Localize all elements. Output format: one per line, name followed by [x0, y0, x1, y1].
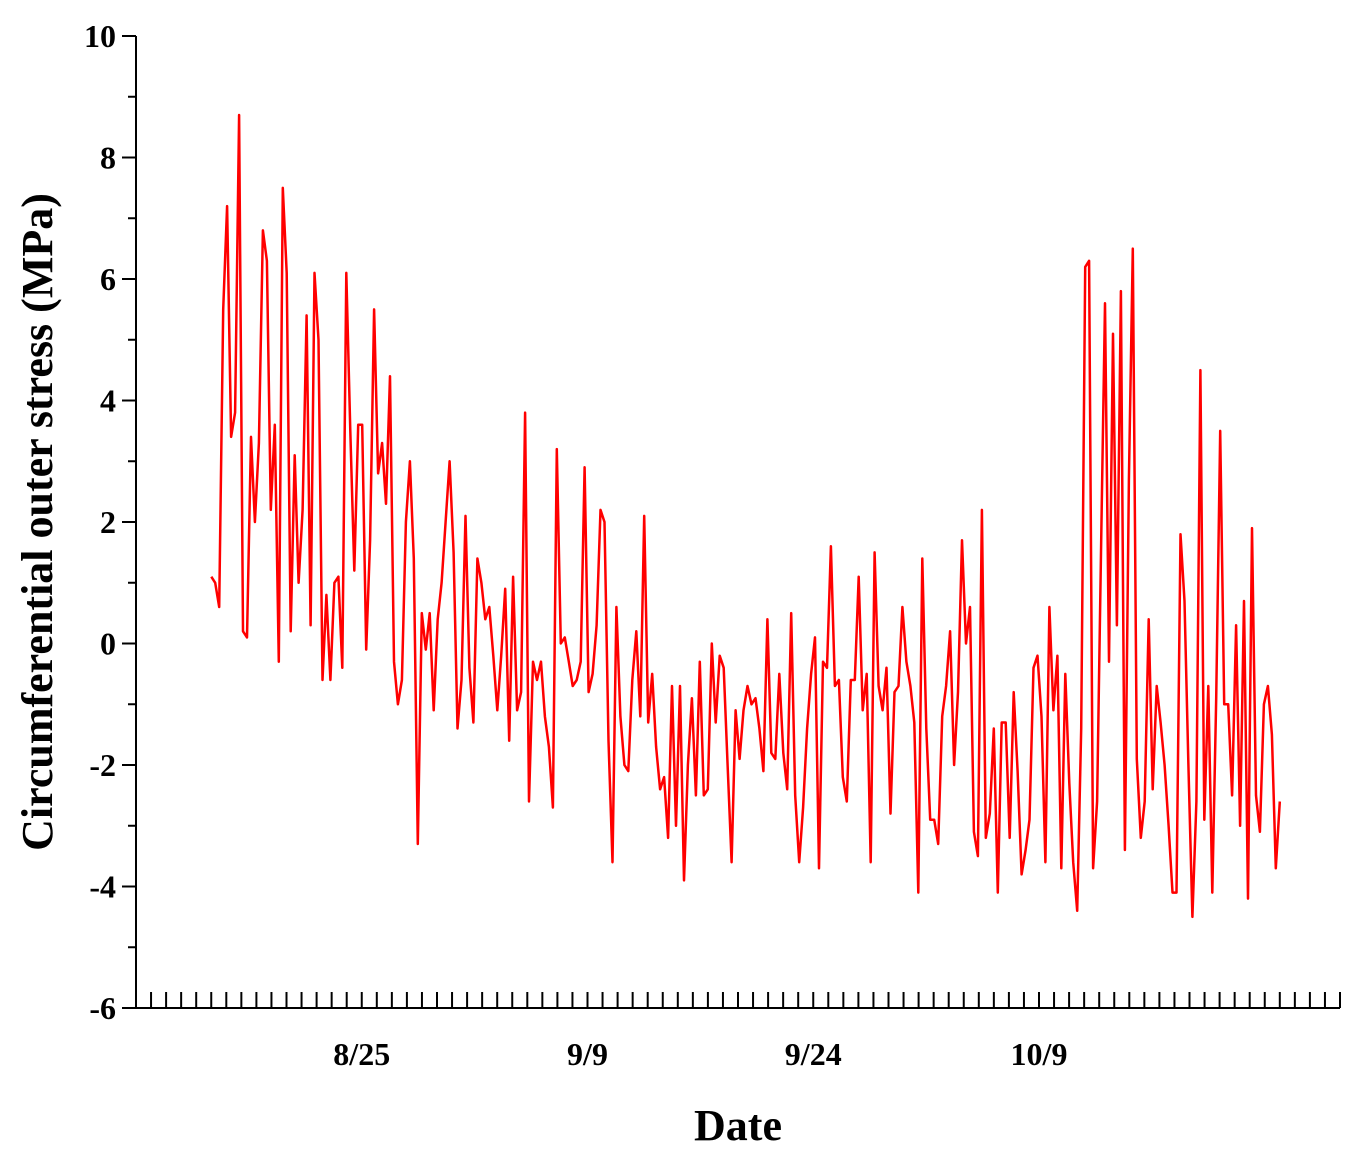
- y-tick-label: 8: [100, 140, 116, 176]
- y-tick-label: 10: [84, 18, 116, 54]
- y-tick-label: 4: [100, 383, 116, 419]
- y-tick-label: 0: [100, 626, 116, 662]
- y-tick-label: -2: [89, 747, 116, 783]
- series-line: [210, 113, 1282, 919]
- x-tick-label: 9/24: [785, 1036, 842, 1072]
- x-axis-ticks: 8/25 9/9 9/24 10/9: [135, 992, 1341, 1072]
- x-tick-label: 10/9: [1011, 1036, 1068, 1072]
- y-tick-label: -6: [89, 990, 116, 1026]
- series-layer: [210, 113, 1282, 919]
- y-axis-title: Circumferential outer stress (MPa): [13, 193, 62, 851]
- x-axis-title: Date: [694, 1101, 782, 1150]
- x-tick-label: 8/25: [333, 1036, 390, 1072]
- y-tick-label: 2: [100, 504, 116, 540]
- y-tick-label: 6: [100, 261, 116, 297]
- y-tick-label: -4: [89, 869, 116, 905]
- y-axis-ticks: -6 -4 -2 0 2 4 6 8 10: [84, 18, 136, 1026]
- x-tick-label: 9/9: [567, 1036, 608, 1072]
